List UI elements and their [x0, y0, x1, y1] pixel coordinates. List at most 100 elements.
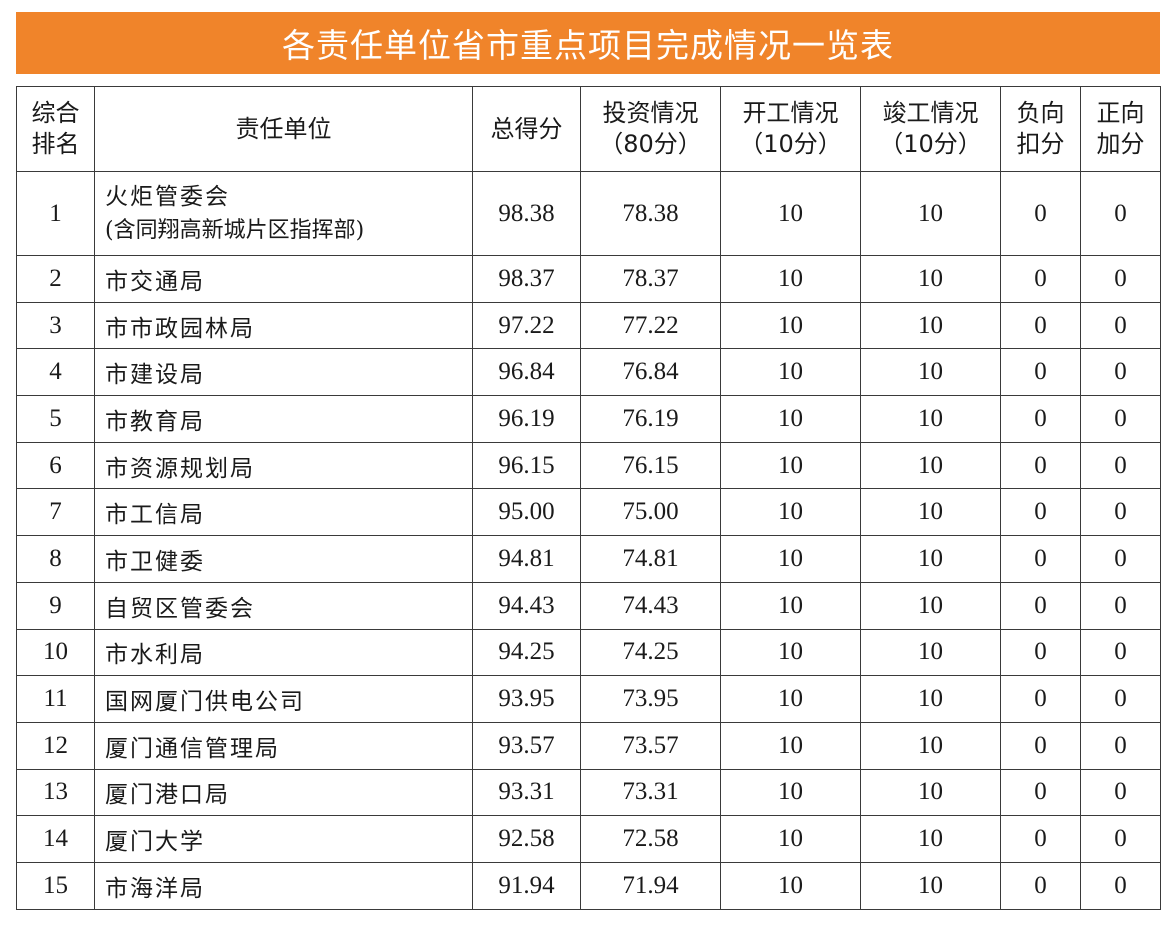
invest-cell: 78.38: [580, 171, 721, 256]
bonus-cell: 0: [1080, 815, 1161, 863]
rank-cell: 10: [16, 628, 95, 677]
start-cell: 10: [720, 488, 861, 537]
unit-cell: 市交通局: [94, 255, 473, 303]
bonus-cell: 0: [1080, 768, 1161, 817]
start-cell: 10: [720, 675, 861, 723]
rank-cell: 8: [16, 535, 95, 583]
invest-cell: 72.58: [580, 815, 721, 863]
finish-cell: 10: [860, 301, 1001, 350]
finish-cell: 10: [860, 581, 1001, 630]
invest-cell: 74.43: [580, 581, 721, 630]
finish-cell: 10: [860, 171, 1001, 256]
invest-cell: 71.94: [580, 861, 721, 910]
unit-cell: 厦门通信管理局: [94, 721, 473, 770]
finish-cell: 10: [860, 441, 1001, 490]
total-cell: 92.58: [472, 815, 581, 863]
invest-cell: 78.37: [580, 255, 721, 303]
invest-cell: 76.15: [580, 441, 721, 490]
total-cell: 94.25: [472, 628, 581, 677]
unit-cell: 火炬管委会 (含同翔高新城片区指挥部): [94, 171, 473, 256]
table-row: 5 市教育局 96.19 76.19 10 10 0 0: [16, 395, 1161, 443]
deduct-cell: 0: [1000, 815, 1081, 863]
table-row: 4 市建设局 96.84 76.84 10 10 0 0: [16, 348, 1161, 397]
header-rank: 综合 排名: [16, 86, 95, 172]
deduct-cell: 0: [1000, 721, 1081, 770]
start-cell: 10: [720, 535, 861, 583]
bonus-cell: 0: [1080, 171, 1161, 256]
start-cell: 10: [720, 628, 861, 677]
rank-cell: 3: [16, 301, 95, 350]
table-row: 10 市水利局 94.25 74.25 10 10 0 0: [16, 628, 1161, 677]
deduct-cell: 0: [1000, 768, 1081, 817]
invest-cell: 73.31: [580, 768, 721, 817]
deduct-cell: 0: [1000, 861, 1081, 910]
rank-cell: 9: [16, 581, 95, 630]
invest-cell: 76.19: [580, 395, 721, 443]
start-cell: 10: [720, 815, 861, 863]
start-cell: 10: [720, 395, 861, 443]
deduct-cell: 0: [1000, 395, 1081, 443]
table-row: 1 火炬管委会 (含同翔高新城片区指挥部) 98.38 78.38 10 10 …: [16, 171, 1161, 256]
bonus-cell: 0: [1080, 441, 1161, 490]
unit-cell: 市资源规划局: [94, 441, 473, 490]
rank-cell: 6: [16, 441, 95, 490]
total-cell: 95.00: [472, 488, 581, 537]
unit-cell: 市市政园林局: [94, 301, 473, 350]
bonus-cell: 0: [1080, 675, 1161, 723]
finish-cell: 10: [860, 535, 1001, 583]
deduct-cell: 0: [1000, 171, 1081, 256]
table-row: 11 国网厦门供电公司 93.95 73.95 10 10 0 0: [16, 675, 1161, 723]
table-row: 2 市交通局 98.37 78.37 10 10 0 0: [16, 255, 1161, 303]
start-cell: 10: [720, 768, 861, 817]
rank-cell: 2: [16, 255, 95, 303]
unit-cell: 自贸区管委会: [94, 581, 473, 630]
unit-cell: 国网厦门供电公司: [94, 675, 473, 723]
total-cell: 96.84: [472, 348, 581, 397]
deduct-cell: 0: [1000, 675, 1081, 723]
rank-cell: 12: [16, 721, 95, 770]
finish-cell: 10: [860, 628, 1001, 677]
unit-cell: 厦门港口局: [94, 768, 473, 817]
deduct-cell: 0: [1000, 581, 1081, 630]
start-cell: 10: [720, 171, 861, 256]
rank-cell: 7: [16, 488, 95, 537]
rank-cell: 14: [16, 815, 95, 863]
ranking-table: 综合 排名 责任单位 总得分 投资情况 （80分） 开工情况 （10分） 竣工情…: [16, 86, 1161, 910]
bonus-cell: 0: [1080, 628, 1161, 677]
start-cell: 10: [720, 255, 861, 303]
unit-cell: 市工信局: [94, 488, 473, 537]
table-row: 14 厦门大学 92.58 72.58 10 10 0 0: [16, 815, 1161, 863]
invest-cell: 73.57: [580, 721, 721, 770]
invest-cell: 73.95: [580, 675, 721, 723]
start-cell: 10: [720, 301, 861, 350]
bonus-cell: 0: [1080, 535, 1161, 583]
table-row: 6 市资源规划局 96.15 76.15 10 10 0 0: [16, 441, 1161, 490]
header-total: 总得分: [472, 86, 581, 172]
finish-cell: 10: [860, 815, 1001, 863]
deduct-cell: 0: [1000, 348, 1081, 397]
total-cell: 93.95: [472, 675, 581, 723]
invest-cell: 75.00: [580, 488, 721, 537]
unit-cell: 市卫健委: [94, 535, 473, 583]
unit-cell: 市建设局: [94, 348, 473, 397]
deduct-cell: 0: [1000, 255, 1081, 303]
table-row: 12 厦门通信管理局 93.57 73.57 10 10 0 0: [16, 721, 1161, 770]
table-row: 15 市海洋局 91.94 71.94 10 10 0 0: [16, 861, 1161, 910]
total-cell: 93.31: [472, 768, 581, 817]
total-cell: 96.15: [472, 441, 581, 490]
total-cell: 98.37: [472, 255, 581, 303]
finish-cell: 10: [860, 768, 1001, 817]
bonus-cell: 0: [1080, 861, 1161, 910]
finish-cell: 10: [860, 395, 1001, 443]
rank-cell: 15: [16, 861, 95, 910]
finish-cell: 10: [860, 348, 1001, 397]
finish-cell: 10: [860, 255, 1001, 303]
header-invest: 投资情况 （80分）: [580, 86, 721, 172]
unit-name: 火炬管委会: [105, 183, 230, 210]
invest-cell: 74.81: [580, 535, 721, 583]
bonus-cell: 0: [1080, 301, 1161, 350]
header-bonus: 正向 加分: [1080, 86, 1161, 172]
start-cell: 10: [720, 348, 861, 397]
header-deduct: 负向 扣分: [1000, 86, 1081, 172]
bonus-cell: 0: [1080, 721, 1161, 770]
